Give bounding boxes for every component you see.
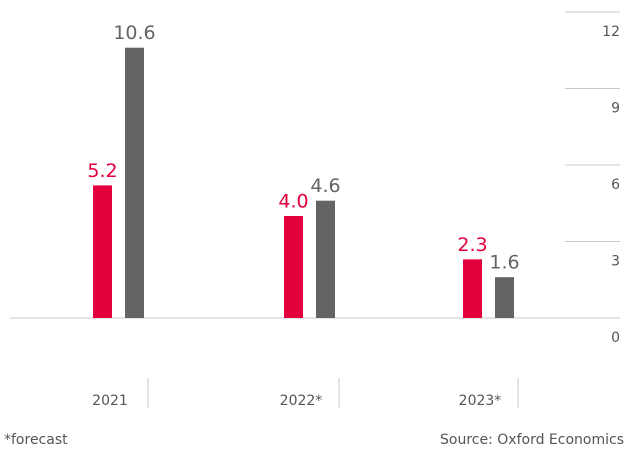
- y-tick-label: 3: [611, 254, 620, 270]
- value-label: 4.0: [278, 191, 308, 213]
- bar: [463, 259, 482, 318]
- y-tick-label: 12: [602, 24, 620, 40]
- y-tick-label: 9: [611, 101, 620, 117]
- bar: [495, 277, 514, 318]
- x-tick-label: 2023*: [459, 393, 502, 409]
- footnote: *forecast: [4, 432, 68, 448]
- x-tick-label: 2021: [92, 393, 128, 409]
- value-label: 1.6: [489, 252, 519, 274]
- source: Source: Oxford Economics: [440, 432, 624, 448]
- bar: [316, 200, 335, 318]
- value-label: 4.6: [310, 175, 340, 197]
- value-label: 10.6: [113, 22, 155, 44]
- bar: [93, 185, 112, 318]
- x-tick-label: 2022*: [280, 393, 323, 409]
- bar: [284, 216, 303, 318]
- y-tick-label: 0: [611, 330, 620, 346]
- value-label: 5.2: [87, 160, 117, 182]
- bar: [125, 47, 144, 318]
- value-label: 2.3: [457, 234, 487, 256]
- y-tick-label: 6: [611, 177, 620, 193]
